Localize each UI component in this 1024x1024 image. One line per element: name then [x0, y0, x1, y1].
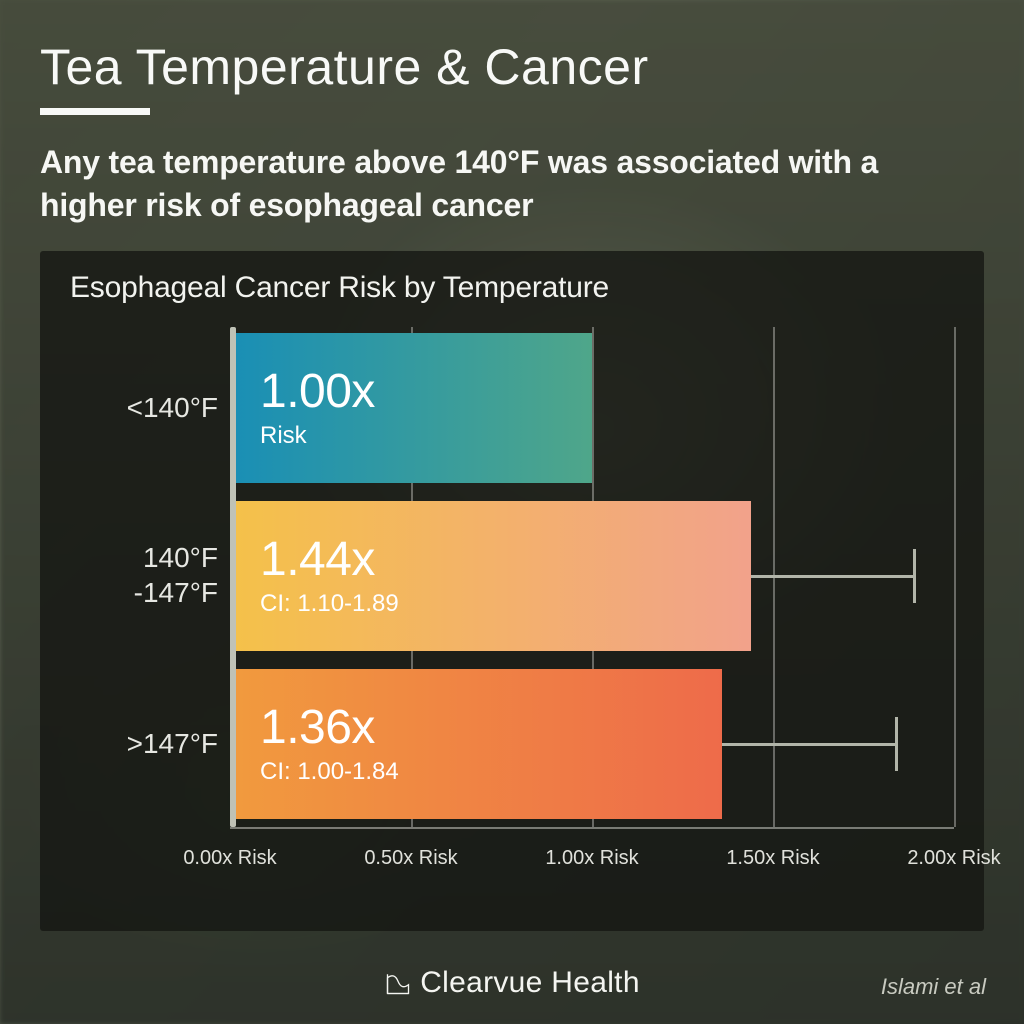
- page-subtitle: Any tea temperature above 140°F was asso…: [40, 141, 960, 227]
- bar-sub-label: Risk: [260, 422, 592, 450]
- plot-area: 0.00x Risk0.50x Risk1.00x Risk1.50x Risk…: [230, 327, 954, 892]
- bar: 1.36x CI: 1.00-1.84: [236, 669, 722, 819]
- chart-title: Esophageal Cancer Risk by Temperature: [70, 271, 954, 305]
- bar: 1.44x CI: 1.10-1.89: [236, 501, 751, 651]
- bar-sub-label: CI: 1.10-1.89: [260, 590, 751, 618]
- y-category-label: <140°F: [70, 390, 218, 425]
- chart-area: <140°F 140°F-147°F >147°F 0.00x Risk 0.50x …: [70, 327, 954, 892]
- y-category-label: 140°F-147°F: [70, 540, 218, 610]
- content-container: Tea Temperature & Cancer Any tea tempera…: [0, 0, 1024, 1024]
- x-tick-label: 0.50x Risk: [364, 847, 457, 870]
- y-axis-line: [230, 327, 236, 827]
- bar-value-label: 1.00x: [260, 367, 592, 417]
- bar-value-label: 1.36x: [260, 703, 722, 753]
- bar-sub-label: CI: 1.00-1.84: [260, 758, 722, 786]
- x-tick-label: 1.00x Risk: [545, 847, 638, 870]
- gridline: [954, 327, 956, 827]
- x-tick-label: 1.50x Risk: [726, 847, 819, 870]
- error-bar-cap: [895, 717, 898, 771]
- y-category-label: >147°F: [70, 726, 218, 761]
- y-axis-labels: <140°F 140°F-147°F >147°F: [70, 327, 230, 892]
- x-tick-label: 2.00x Risk: [907, 847, 1000, 870]
- brand-text: Clearvue Health: [420, 966, 640, 1000]
- title-underline: [40, 108, 150, 115]
- citation: Islami et al: [881, 974, 986, 1000]
- x-axis-line: [230, 827, 954, 829]
- brand-icon: [384, 969, 412, 997]
- bar: 1.00x Risk: [236, 333, 592, 483]
- x-tick-label: 0.00x Risk: [183, 847, 276, 870]
- chart-panel: Esophageal Cancer Risk by Temperature <1…: [40, 251, 984, 931]
- brand-logo: Clearvue Health: [384, 966, 640, 1000]
- error-bar: [751, 575, 914, 578]
- page-title: Tea Temperature & Cancer: [40, 38, 984, 96]
- bar-value-label: 1.44x: [260, 535, 751, 585]
- footer: Clearvue Health: [0, 966, 1024, 1002]
- error-bar: [722, 743, 896, 746]
- error-bar-cap: [913, 549, 916, 603]
